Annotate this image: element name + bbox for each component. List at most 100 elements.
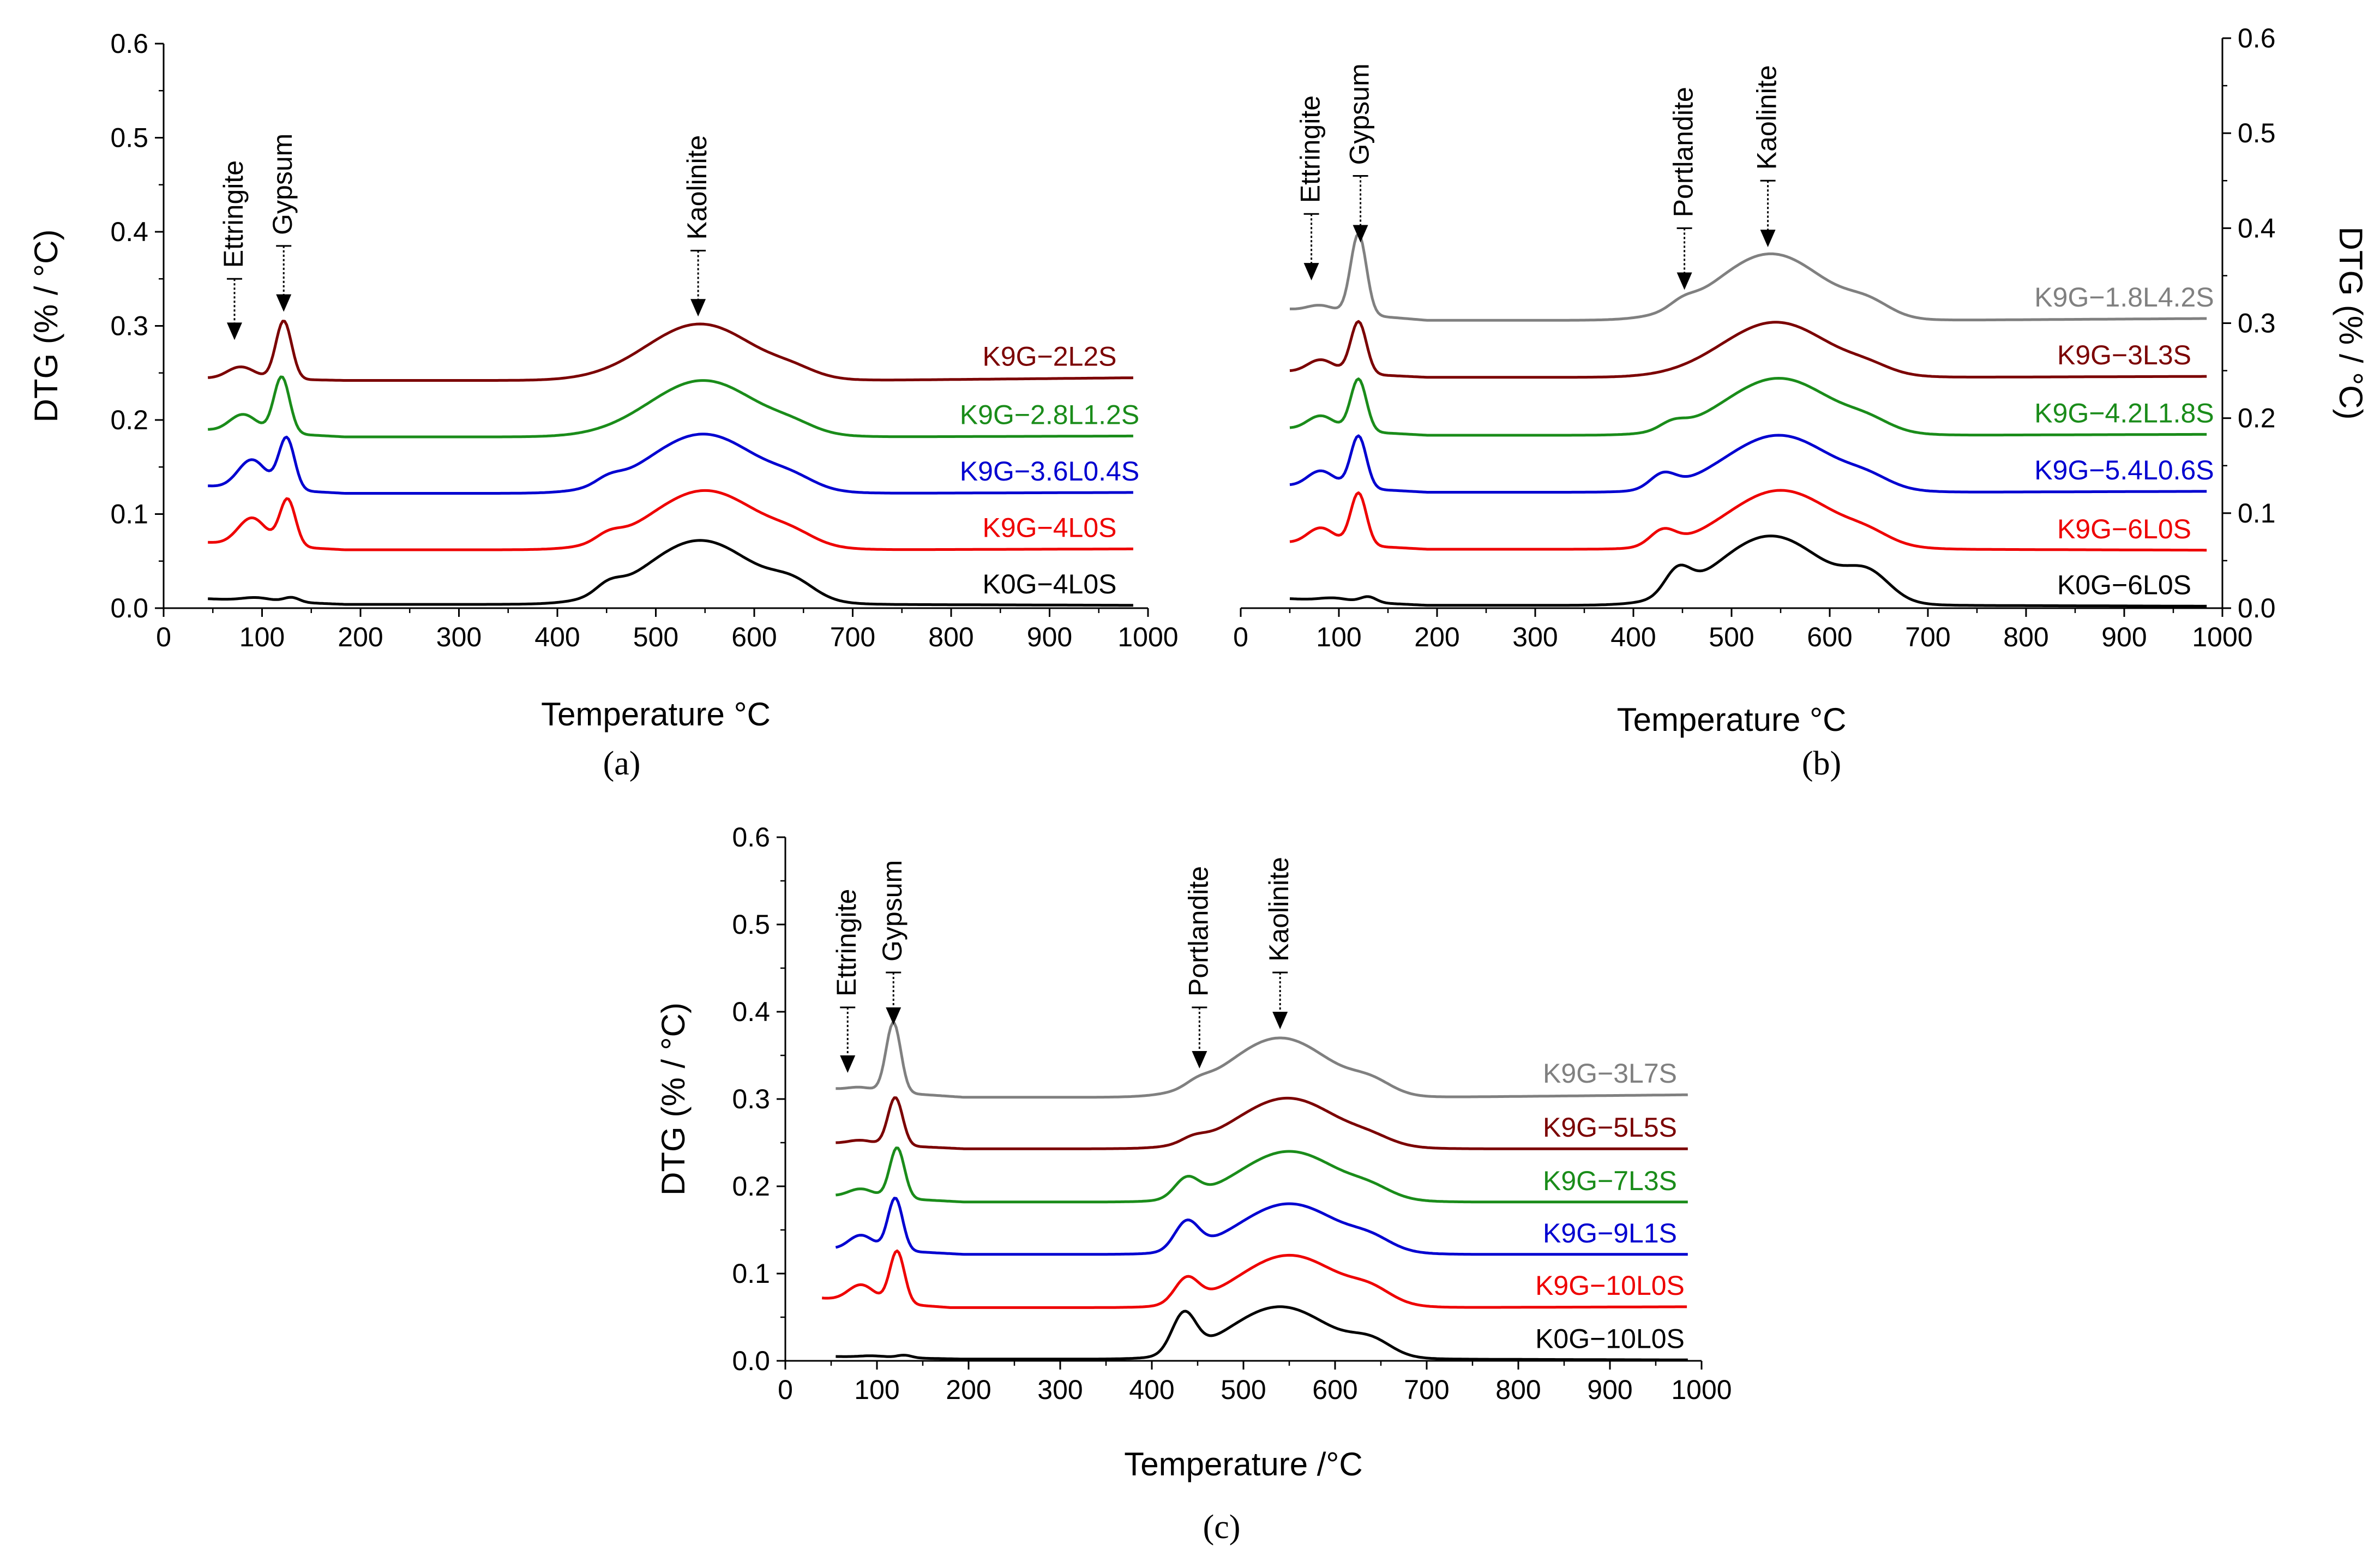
x-tick-label: 800 — [2003, 622, 2048, 652]
y-axis-label: DTG (% / °C) — [2333, 227, 2369, 420]
series-label: K9G−2.8L1.2S — [960, 399, 1139, 430]
x-tick-label: 800 — [1495, 1374, 1541, 1405]
series-label: K9G−2L2S — [982, 341, 1116, 371]
x-tick-label: 500 — [1221, 1374, 1266, 1405]
series-label: K9G−10L0S — [1535, 1270, 1685, 1301]
series-line — [208, 539, 1133, 607]
annotation-arrow-head — [1760, 230, 1776, 248]
series-label: K9G−9L1S — [1543, 1218, 1677, 1248]
x-tick-label: 400 — [1129, 1374, 1174, 1405]
series-line — [208, 489, 1133, 551]
y-tick-label: 0.1 — [2238, 498, 2276, 529]
y-tick-label: 0.4 — [110, 217, 148, 247]
series-line — [836, 1096, 1688, 1150]
annotation-label: Ettringite — [831, 889, 862, 996]
x-tick-label: 800 — [928, 622, 973, 652]
y-tick-label: 0.6 — [2238, 23, 2276, 53]
annotation-arrow-head — [1353, 225, 1368, 243]
series-line — [1289, 535, 2207, 608]
panel-a: 0 100 200 300 400 500 600 700 800 900 1000 0.0 0.1 0.… — [28, 28, 1179, 733]
x-tick-label: 200 — [1414, 622, 1459, 652]
series-label: K0G−6L0S — [2057, 570, 2191, 601]
series-label: K9G−3L3S — [2057, 340, 2191, 370]
annotation-arrow-head — [1303, 263, 1319, 281]
caption-b: (b) — [1802, 745, 1841, 782]
series-label: K9G−4L0S — [982, 512, 1116, 543]
y-tick-label: 0.1 — [110, 499, 148, 530]
y-tick-label: 0.0 — [732, 1346, 770, 1376]
annotation-arrow-head — [276, 294, 292, 312]
annotation-arrow-head — [226, 322, 242, 340]
annotation-label: Kaolinite — [1752, 65, 1782, 170]
annotation-arrow-head — [1192, 1051, 1207, 1068]
series-line — [836, 1305, 1688, 1361]
annotation-arrow-head — [886, 1007, 901, 1025]
series-line — [208, 375, 1133, 439]
x-tick-label: 1000 — [1117, 622, 1178, 652]
x-tick-label: 500 — [633, 622, 678, 652]
panel-c: 0 100 200 300 400 500 600 700 800 900 1000 0.0 0.1 0.… — [655, 822, 1732, 1482]
x-tick-label: 0 — [156, 622, 171, 652]
y-tick-label: 0.2 — [110, 405, 148, 435]
x-tick-label: 100 — [1316, 622, 1361, 652]
annotation-label: Kaolinite — [682, 135, 712, 240]
x-tick-label: 200 — [946, 1374, 991, 1405]
y-tick-label: 0.3 — [732, 1084, 770, 1114]
series-label: K9G−6L0S — [2057, 514, 2191, 544]
series-label: K0G−4L0S — [982, 569, 1116, 599]
x-tick-label: 100 — [854, 1374, 899, 1405]
x-tick-label: 1000 — [1671, 1374, 1732, 1405]
y-tick-label: 0.6 — [732, 822, 770, 852]
x-tick-label: 700 — [1404, 1374, 1449, 1405]
series-line — [836, 1146, 1688, 1204]
x-tick-label: 900 — [2101, 622, 2147, 652]
y-tick-label: 0.5 — [732, 909, 770, 940]
y-tick-label: 0.3 — [2238, 308, 2276, 339]
annotation-label: Ettringite — [218, 160, 249, 268]
x-axis-label: Temperature /°C — [1124, 1446, 1363, 1482]
y-tick-label: 0.5 — [110, 123, 148, 153]
series-line — [822, 1249, 1687, 1309]
series-line — [1290, 232, 2207, 322]
y-tick-label: 0.0 — [110, 593, 148, 623]
y-tick-label: 0.5 — [2238, 118, 2276, 148]
y-tick-label: 0.1 — [732, 1258, 770, 1289]
series-line — [1289, 434, 2207, 494]
y-tick-label: 0.4 — [2238, 213, 2276, 243]
x-tick-label: 200 — [338, 622, 383, 652]
annotation-label: Portlandite — [1668, 87, 1699, 217]
series-line — [836, 1022, 1688, 1099]
annotation-label: Gypsum — [877, 860, 907, 962]
series-label: K9G−3.6L0.4S — [960, 456, 1139, 487]
x-tick-label: 600 — [731, 622, 777, 652]
series-line — [1289, 489, 2207, 552]
series-label: K9G−5L5S — [1543, 1112, 1677, 1143]
series-label: K9G−3L7S — [1543, 1058, 1677, 1089]
x-tick-label: 300 — [1037, 1374, 1083, 1405]
x-axis-label: Temperature °C — [541, 696, 771, 733]
y-tick-label: 0.2 — [2238, 403, 2276, 434]
annotation-arrow-head — [1676, 272, 1692, 290]
series-label: K9G−1.8L4.2S — [2034, 282, 2214, 313]
series-label: K9G−4.2L1.8S — [2034, 398, 2214, 428]
annotation-label: Portlandite — [1183, 866, 1213, 996]
annotation-arrow-head — [1272, 1012, 1288, 1029]
y-axis-label: DTG (% / °C) — [655, 1002, 692, 1196]
y-tick-label: 0.6 — [110, 28, 148, 59]
x-tick-label: 600 — [1312, 1374, 1357, 1405]
x-tick-label: 100 — [239, 622, 285, 652]
series-line — [208, 433, 1133, 495]
series-label: K9G−7L3S — [1543, 1166, 1677, 1196]
caption-a: (a) — [603, 745, 641, 782]
x-axis-label: Temperature °C — [1617, 701, 1847, 738]
annotation-label: Gypsum — [1344, 63, 1375, 165]
annotation-label: Kaolinite — [1264, 857, 1294, 962]
x-tick-label: 300 — [1512, 622, 1558, 652]
x-tick-label: 600 — [1807, 622, 1852, 652]
series-line — [1289, 320, 2207, 379]
annotation-label: Ettringite — [1295, 95, 1326, 203]
x-tick-label: 300 — [436, 622, 482, 652]
